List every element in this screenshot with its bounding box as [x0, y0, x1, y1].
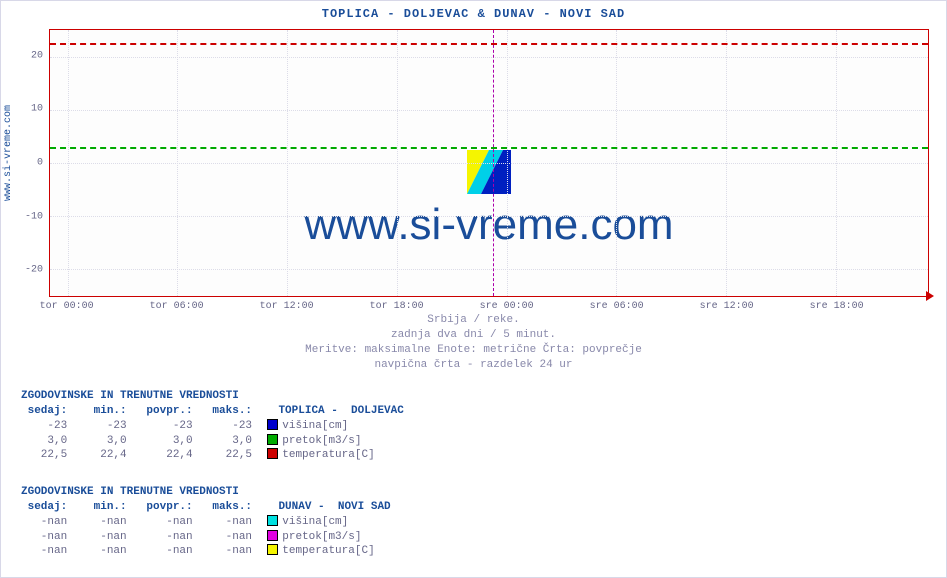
- gridline-v: [397, 30, 398, 296]
- legend-row: -nan -nan -nan -nan višina[cm]: [21, 515, 391, 530]
- chart-title: TOPLICA - DOLJEVAC & DUNAV - NOVI SAD: [1, 1, 946, 21]
- legend-row: -nan -nan -nan -nan pretok[m3/s]: [21, 530, 391, 545]
- legend-row: 22,5 22,4 22,4 22,5 temperatura[C]: [21, 448, 404, 463]
- gridline-v: [616, 30, 617, 296]
- caption-line: navpična črta - razdelek 24 ur: [1, 358, 946, 373]
- ytick-label: -10: [13, 211, 43, 222]
- legend-label: pretok[m3/s]: [282, 531, 361, 543]
- plot-area: www.si-vreme.com: [49, 29, 929, 297]
- watermark-text: www.si-vreme.com: [304, 200, 673, 250]
- legend-columns: sedaj: min.: povpr.: maks.: DUNAV - NOVI…: [21, 500, 391, 515]
- ytick-label: 0: [13, 158, 43, 169]
- legend-swatch: [267, 530, 278, 541]
- xtick-label: sre 00:00: [480, 301, 534, 312]
- legend-columns: sedaj: min.: povpr.: maks.: TOPLICA - DO…: [21, 404, 404, 419]
- legend-swatch: [267, 434, 278, 445]
- legend-swatch: [267, 419, 278, 430]
- gridline-h: [50, 216, 928, 217]
- gridline-v: [177, 30, 178, 296]
- ytick-label: 20: [13, 50, 43, 61]
- legend-row: -23 -23 -23 -23 višina[cm]: [21, 419, 404, 434]
- legend-label: višina[cm]: [282, 516, 348, 528]
- legend-header: ZGODOVINSKE IN TRENUTNE VREDNOSTI: [21, 389, 404, 404]
- legend-label: višina[cm]: [282, 420, 348, 432]
- legend-swatch: [267, 544, 278, 555]
- xtick-label: sre 12:00: [700, 301, 754, 312]
- xtick-label: tor 06:00: [150, 301, 204, 312]
- series-line-pretok: [50, 147, 928, 149]
- caption-line: Meritve: maksimalne Enote: metrične Črta…: [1, 343, 946, 358]
- legend-swatch: [267, 515, 278, 526]
- gridline-v: [287, 30, 288, 296]
- divider-24h: [493, 30, 494, 296]
- caption-line: Srbija / reke.: [1, 313, 946, 328]
- legend-block-2: ZGODOVINSKE IN TRENUTNE VREDNOSTI sedaj:…: [21, 485, 391, 559]
- ytick-label: -20: [13, 265, 43, 276]
- watermark-icon: [467, 150, 511, 194]
- series-line-temperatura: [50, 43, 928, 45]
- xtick-label: tor 18:00: [370, 301, 424, 312]
- gridline-v: [68, 30, 69, 296]
- legend-label: temperatura[C]: [282, 545, 374, 557]
- xtick-label: tor 00:00: [40, 301, 94, 312]
- legend-swatch: [267, 448, 278, 459]
- gridline-v: [726, 30, 727, 296]
- axis-arrow-icon: [926, 291, 934, 301]
- legend-label: temperatura[C]: [282, 449, 374, 461]
- gridline-h: [50, 269, 928, 270]
- legend-block-1: ZGODOVINSKE IN TRENUTNE VREDNOSTI sedaj:…: [21, 389, 404, 463]
- xtick-label: tor 12:00: [260, 301, 314, 312]
- caption-block: Srbija / reke. zadnja dva dni / 5 minut.…: [1, 313, 946, 372]
- legend-row: -nan -nan -nan -nan temperatura[C]: [21, 544, 391, 559]
- xtick-label: sre 18:00: [810, 301, 864, 312]
- y-axis-label: www.si-vreme.com: [3, 105, 14, 201]
- plot-container: www.si-vreme.com -20-1001020tor 00:00tor…: [49, 29, 929, 297]
- gridline-h: [50, 57, 928, 58]
- gridline-h: [50, 163, 928, 164]
- caption-line: zadnja dva dni / 5 minut.: [1, 328, 946, 343]
- ytick-label: 10: [13, 104, 43, 115]
- legend-label: pretok[m3/s]: [282, 435, 361, 447]
- gridline-v: [836, 30, 837, 296]
- gridline-h: [50, 110, 928, 111]
- xtick-label: sre 06:00: [590, 301, 644, 312]
- legend-row: 3,0 3,0 3,0 3,0 pretok[m3/s]: [21, 434, 404, 449]
- gridline-v: [507, 30, 508, 296]
- legend-header: ZGODOVINSKE IN TRENUTNE VREDNOSTI: [21, 485, 391, 500]
